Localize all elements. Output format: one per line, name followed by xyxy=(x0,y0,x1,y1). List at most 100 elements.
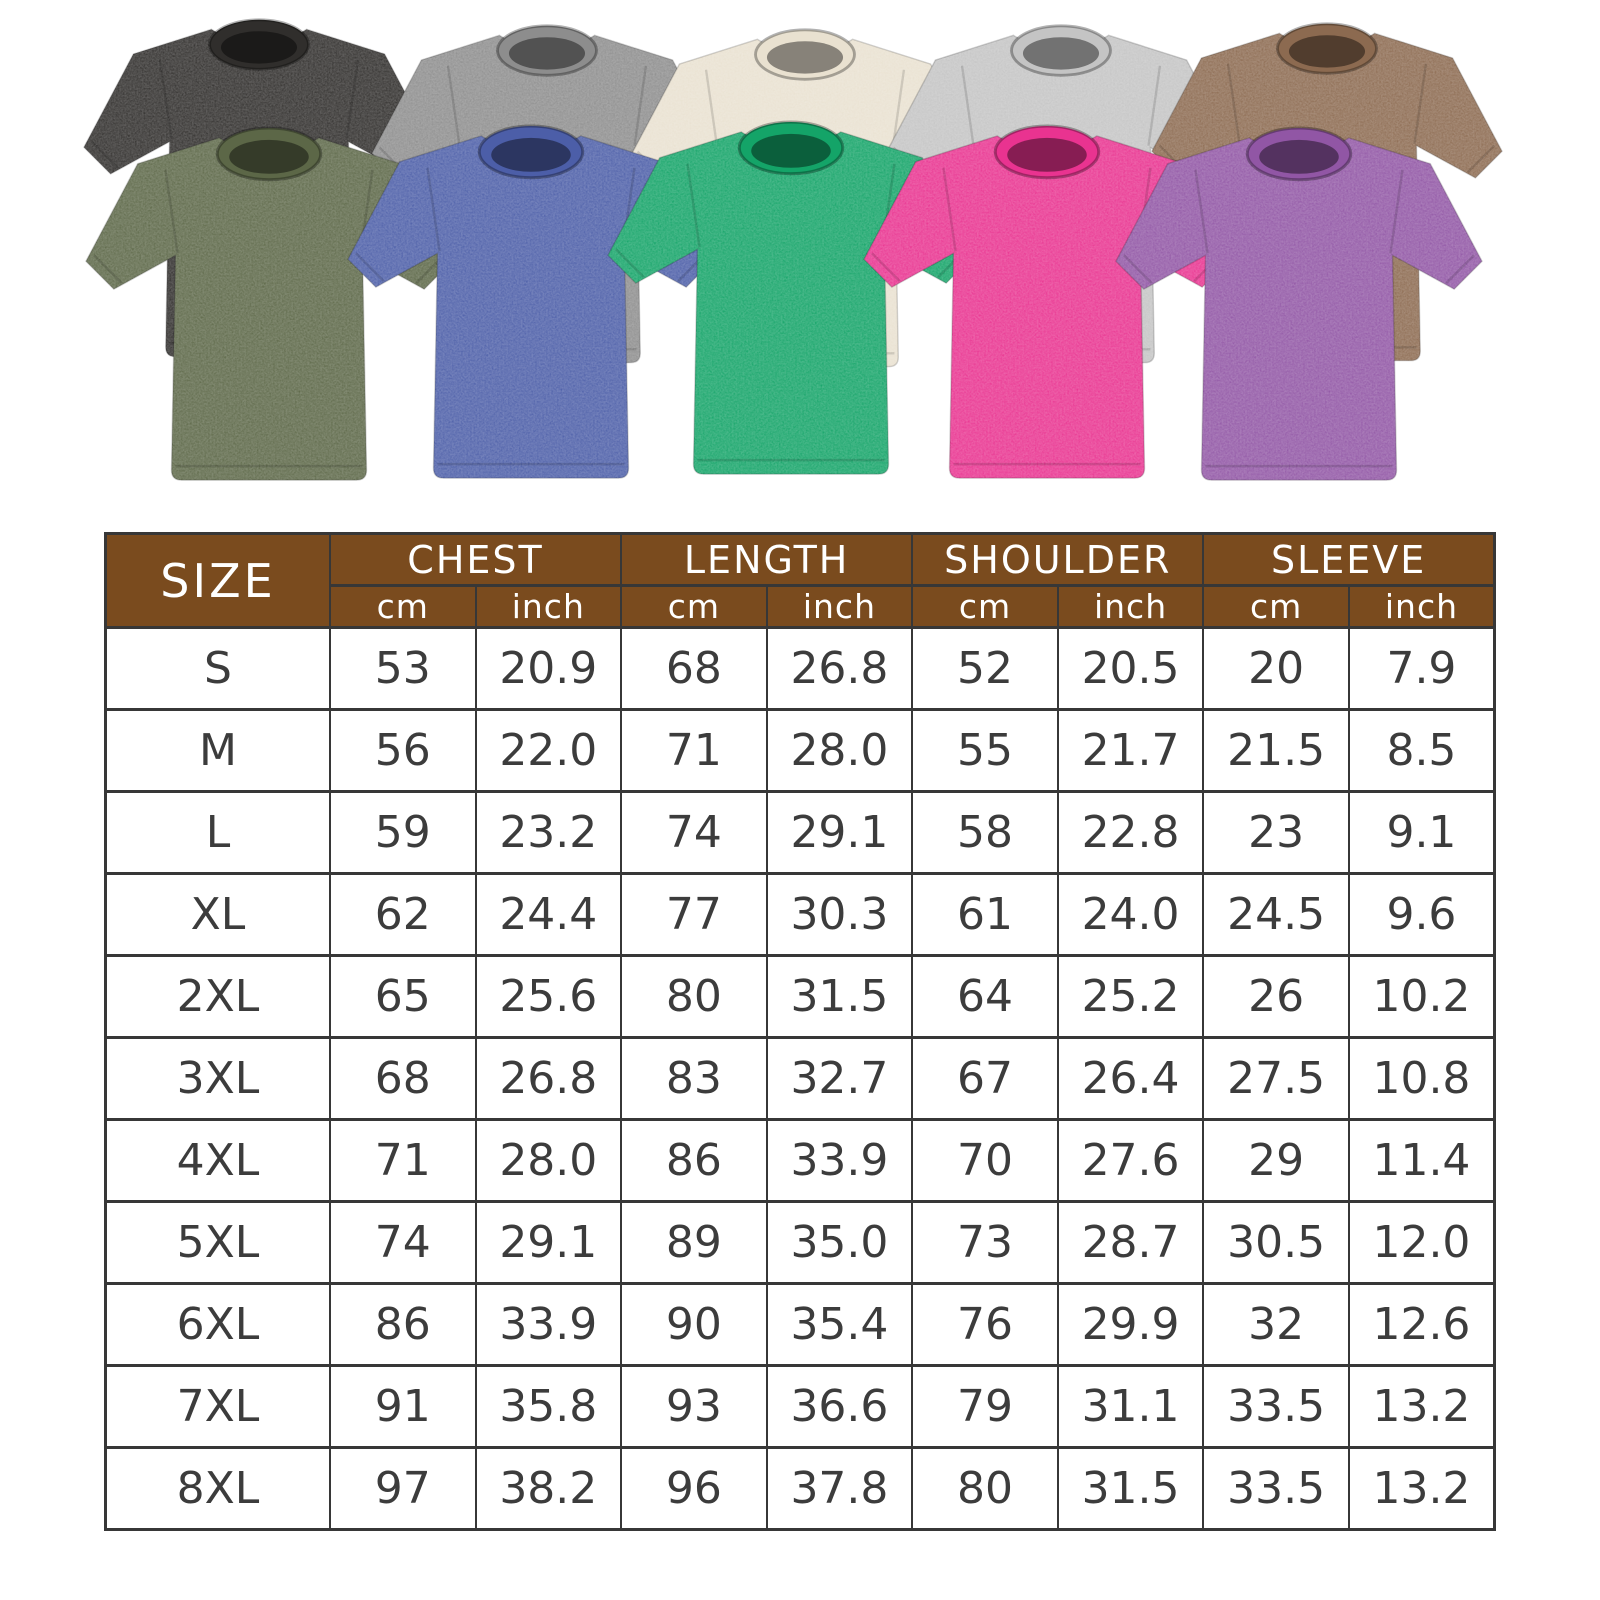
tshirt-collar xyxy=(993,124,1101,180)
measurement-cell: 21.5 xyxy=(1202,708,1350,793)
measurement-cell: 74 xyxy=(328,1200,477,1285)
size-table-body: S 53 20.9 68 26.8 52 20.5 20 7.9 M 56 22.0 71 28.0 55 2… xyxy=(104,626,1496,1531)
measurement-cell: 33.5 xyxy=(1202,1446,1350,1531)
measurement-cell: 26.4 xyxy=(1056,1036,1205,1121)
measurement-cell: 58 xyxy=(911,790,1059,875)
size-cell: XL xyxy=(104,872,331,957)
table-row: L 59 23.2 74 29.1 58 22.8 23 9.1 xyxy=(104,790,1496,875)
measurement-cell: 29.9 xyxy=(1056,1282,1205,1367)
measurement-cell: 12.0 xyxy=(1347,1200,1496,1285)
measurement-cell: 31.1 xyxy=(1056,1364,1205,1449)
tshirt-collar xyxy=(1010,24,1112,77)
tshirt-collar xyxy=(1245,126,1353,182)
size-table: SIZE CHEST LENGTH SHOULDER SLEEVE cm inc… xyxy=(104,532,1496,1531)
measurement-cell: 28.0 xyxy=(765,708,914,793)
measurement-cell: 56 xyxy=(328,708,477,793)
measurement-cell: 79 xyxy=(911,1364,1059,1449)
measurement-cell: 64 xyxy=(911,954,1059,1039)
table-row: S 53 20.9 68 26.8 52 20.5 20 7.9 xyxy=(104,626,1496,711)
measurement-cell: 8.5 xyxy=(1347,708,1496,793)
tshirt-washed-purple xyxy=(1110,124,1488,492)
subheader-chest-cm: cm xyxy=(328,584,477,629)
measurement-cell: 74 xyxy=(620,790,768,875)
measurement-cell: 90 xyxy=(620,1282,768,1367)
measurement-cell: 7.9 xyxy=(1347,626,1496,711)
measurement-cell: 83 xyxy=(620,1036,768,1121)
measurement-cell: 27.6 xyxy=(1056,1118,1205,1203)
measurement-cell: 25.6 xyxy=(474,954,623,1039)
table-row: M 56 22.0 71 28.0 55 21.7 21.5 8.5 xyxy=(104,708,1496,793)
measurement-cell: 86 xyxy=(328,1282,477,1367)
measurement-cell: 29 xyxy=(1202,1118,1350,1203)
size-cell: M xyxy=(104,708,331,793)
table-row: 3XL 68 26.8 83 32.7 67 26.4 27.5 10.8 xyxy=(104,1036,1496,1121)
measurement-cell: 68 xyxy=(328,1036,477,1121)
measurement-cell: 30.3 xyxy=(765,872,914,957)
measurement-cell: 9.1 xyxy=(1347,790,1496,875)
table-row: 7XL 91 35.8 93 36.6 79 31.1 33.5 13.2 xyxy=(104,1364,1496,1449)
measurement-cell: 97 xyxy=(328,1446,477,1531)
measurement-cell: 20 xyxy=(1202,626,1350,711)
measurement-cell: 65 xyxy=(328,954,477,1039)
table-row: 2XL 65 25.6 80 31.5 64 25.2 26 10.2 xyxy=(104,954,1496,1039)
measurement-cell: 31.5 xyxy=(1056,1446,1205,1531)
measurement-cell: 70 xyxy=(911,1118,1059,1203)
table-row: 6XL 86 33.9 90 35.4 76 29.9 32 12.6 xyxy=(104,1282,1496,1367)
measurement-cell: 33.9 xyxy=(474,1282,623,1367)
measurement-cell: 35.4 xyxy=(765,1282,914,1367)
measurement-cell: 10.8 xyxy=(1347,1036,1496,1121)
measurement-cell: 80 xyxy=(911,1446,1059,1531)
measurement-cell: 20.9 xyxy=(474,626,623,711)
measurement-cell: 53 xyxy=(328,626,477,711)
measurement-cell: 32 xyxy=(1202,1282,1350,1367)
measurement-cell: 71 xyxy=(328,1118,477,1203)
subheader-shoulder-inch: inch xyxy=(1056,584,1205,629)
measurement-cell: 62 xyxy=(328,872,477,957)
tshirt-collar xyxy=(737,120,845,176)
measurement-cell: 36.6 xyxy=(765,1364,914,1449)
measurement-cell: 31.5 xyxy=(765,954,914,1039)
measurement-cell: 67 xyxy=(911,1036,1059,1121)
subheader-sleeve-cm: cm xyxy=(1202,584,1350,629)
table-row: 5XL 74 29.1 89 35.0 73 28.7 30.5 12.0 xyxy=(104,1200,1496,1285)
measurement-cell: 22.8 xyxy=(1056,790,1205,875)
measurement-cell: 23 xyxy=(1202,790,1350,875)
measurement-cell: 32.7 xyxy=(765,1036,914,1121)
measurement-cell: 13.2 xyxy=(1347,1364,1496,1449)
measurement-cell: 29.1 xyxy=(765,790,914,875)
measurement-cell: 25.2 xyxy=(1056,954,1205,1039)
table-unit-row: cm inch cm inch cm inch cm inch xyxy=(106,584,1496,629)
tshirt-collar xyxy=(496,24,598,77)
size-cell: 7XL xyxy=(104,1364,331,1449)
measurement-cell: 33.9 xyxy=(765,1118,914,1203)
measurement-cell: 86 xyxy=(620,1118,768,1203)
size-cell: S xyxy=(104,626,331,711)
measurement-cell: 26.8 xyxy=(474,1036,623,1121)
measurement-cell: 73 xyxy=(911,1200,1059,1285)
table-row: 8XL 97 38.2 96 37.8 80 31.5 33.5 13.2 xyxy=(104,1446,1496,1531)
subheader-shoulder-cm: cm xyxy=(911,584,1059,629)
size-cell: 2XL xyxy=(104,954,331,1039)
measurement-cell: 35.8 xyxy=(474,1364,623,1449)
measurement-cell: 30.5 xyxy=(1202,1200,1350,1285)
table-header-row: SIZE CHEST LENGTH SHOULDER SLEEVE xyxy=(104,532,1496,629)
tshirt-washed-blue xyxy=(342,122,720,490)
measurement-cell: 21.7 xyxy=(1056,708,1205,793)
tshirt-collar xyxy=(754,28,856,81)
measurement-cell: 28.7 xyxy=(1056,1200,1205,1285)
col-header-length: LENGTH xyxy=(620,532,914,587)
measurement-cell: 11.4 xyxy=(1347,1118,1496,1203)
measurement-cell: 68 xyxy=(620,626,768,711)
table-row: 4XL 71 28.0 86 33.9 70 27.6 29 11.4 xyxy=(104,1118,1496,1203)
measurement-cell: 37.8 xyxy=(765,1446,914,1531)
measurement-cell: 26 xyxy=(1202,954,1350,1039)
subheader-length-inch: inch xyxy=(765,584,914,629)
measurement-cell: 29.1 xyxy=(474,1200,623,1285)
measurement-cell: 61 xyxy=(911,872,1059,957)
tshirt-gallery xyxy=(0,0,1600,518)
measurement-cell: 24.0 xyxy=(1056,872,1205,957)
measurement-cell: 93 xyxy=(620,1364,768,1449)
col-header-shoulder: SHOULDER xyxy=(911,532,1205,587)
measurement-cell: 26.8 xyxy=(765,626,914,711)
tshirt-collar xyxy=(477,124,585,180)
